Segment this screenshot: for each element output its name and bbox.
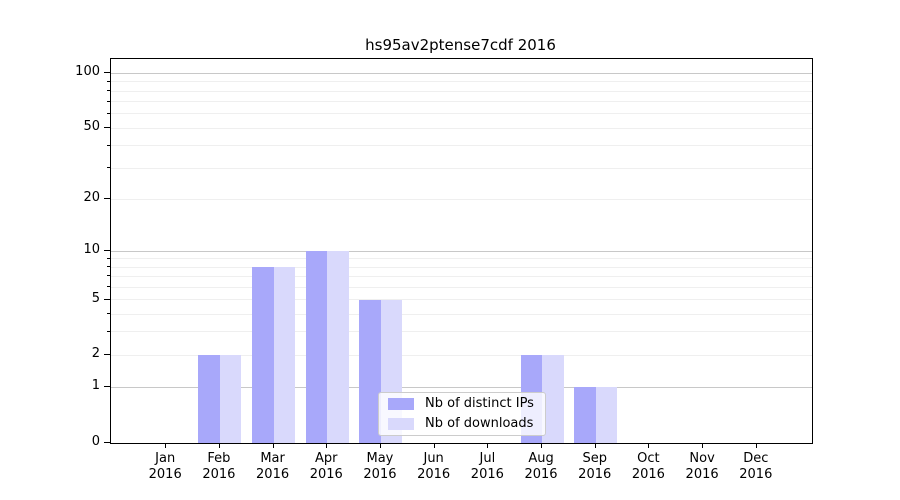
x-tick	[326, 443, 328, 448]
x-tick	[487, 443, 489, 448]
y-tick	[104, 72, 110, 74]
major-gridline	[111, 250, 812, 252]
x-tick-label: May 2016	[363, 451, 397, 482]
y-minor-tick	[107, 330, 110, 333]
minor-gridline	[111, 258, 812, 260]
minor-gridline	[111, 127, 812, 129]
x-tick-label: Jul 2016	[470, 451, 504, 482]
major-gridline	[111, 72, 812, 74]
minor-gridline	[111, 90, 812, 92]
y-minor-tick	[107, 275, 110, 277]
y-tick-label: 5	[91, 290, 100, 306]
x-tick-label: Apr 2016	[309, 451, 343, 482]
minor-gridline	[111, 167, 812, 169]
x-tick-label: Jan 2016	[148, 451, 182, 482]
x-tick	[218, 443, 221, 448]
y-tick	[104, 442, 110, 444]
y-tick-label: 100	[75, 64, 100, 80]
bar-downloads-feb	[219, 355, 242, 443]
minor-gridline	[111, 275, 812, 277]
chart-title: hs95av2ptense7cdf 2016	[365, 36, 556, 54]
y-minor-tick	[107, 144, 110, 147]
minor-gridline	[111, 145, 812, 147]
minor-gridline	[111, 101, 812, 103]
bar-distinct-ips-feb	[198, 355, 220, 443]
major-gridline	[111, 386, 812, 388]
minor-gridline	[111, 198, 812, 200]
y-minor-tick	[107, 80, 110, 83]
x-tick-label: Oct 2016	[631, 451, 665, 482]
y-minor-tick	[107, 286, 110, 288]
y-tick-label: 0	[91, 434, 100, 449]
y-minor-tick	[107, 257, 110, 260]
minor-gridline	[111, 331, 812, 333]
x-tick	[702, 443, 704, 448]
minor-gridline	[111, 286, 812, 288]
legend-swatch-distinct-ips	[388, 398, 414, 410]
legend: Nb of distinct IPs Nb of downloads	[378, 392, 546, 436]
y-tick	[104, 250, 110, 252]
y-minor-tick	[107, 90, 110, 92]
x-tick	[379, 443, 382, 448]
y-minor-tick	[107, 354, 110, 356]
x-tick-label: Nov 2016	[685, 451, 719, 482]
x-tick	[541, 443, 543, 448]
minor-gridline	[111, 81, 812, 83]
y-tick-label: 10	[83, 242, 100, 257]
x-tick-label: Sep 2016	[578, 451, 612, 482]
bar-distinct-ips-sep	[574, 387, 596, 443]
legend-item-distinct-ips: Nb of distinct IPs	[388, 396, 537, 412]
bar-downloads-mar	[273, 267, 296, 443]
legend-label-distinct-ips: Nb of distinct IPs	[425, 396, 534, 411]
x-tick	[594, 443, 597, 448]
y-minor-tick	[107, 298, 110, 301]
bar-distinct-ips-mar	[252, 267, 274, 443]
y-minor-tick	[107, 112, 110, 115]
x-tick	[755, 443, 758, 448]
bar-downloads-aug	[542, 355, 564, 443]
y-minor-tick	[107, 100, 110, 103]
x-tick	[165, 443, 167, 448]
x-tick-label: Jun 2016	[417, 451, 451, 482]
legend-swatch-downloads	[388, 418, 414, 430]
x-tick	[433, 443, 436, 448]
y-minor-tick	[107, 198, 110, 200]
x-tick-label: Dec 2016	[739, 451, 773, 482]
bar-downloads-apr	[327, 251, 349, 443]
x-tick	[272, 443, 275, 448]
minor-gridline	[111, 354, 812, 356]
y-minor-tick	[107, 266, 110, 268]
x-tick-label: Feb 2016	[202, 451, 236, 482]
minor-gridline	[111, 266, 812, 268]
minor-gridline	[111, 113, 812, 115]
x-tick-label: Aug 2016	[524, 451, 558, 482]
y-minor-tick	[107, 127, 110, 129]
plot-area	[110, 58, 813, 444]
bar-distinct-ips-may	[359, 299, 381, 443]
legend-label-downloads: Nb of downloads	[425, 416, 534, 431]
y-tick	[104, 386, 110, 388]
bar-downloads-sep	[595, 387, 618, 443]
y-tick-label: 2	[91, 346, 100, 362]
y-tick-label: 20	[83, 190, 100, 206]
minor-gridline	[111, 299, 812, 301]
y-tick-label: 1	[91, 378, 100, 394]
legend-item-downloads: Nb of downloads	[388, 416, 537, 432]
minor-gridline	[111, 313, 812, 315]
x-tick-label: Mar 2016	[256, 451, 290, 482]
bar-distinct-ips-apr	[305, 251, 328, 443]
y-tick-label: 50	[83, 119, 100, 135]
y-minor-tick	[107, 313, 110, 315]
x-tick	[648, 443, 650, 448]
y-minor-tick	[107, 167, 110, 169]
